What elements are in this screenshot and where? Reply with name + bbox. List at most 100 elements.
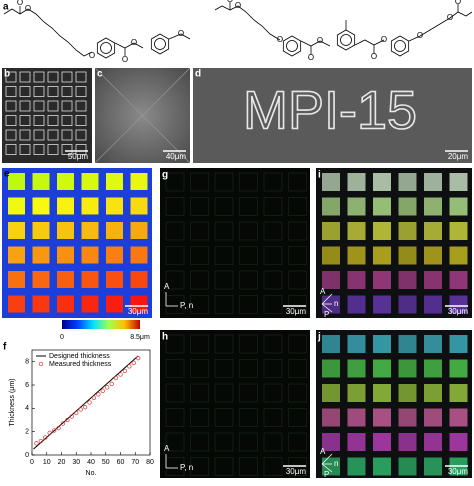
square xyxy=(5,86,17,97)
square xyxy=(5,71,17,83)
square xyxy=(322,408,340,427)
square xyxy=(165,221,185,241)
measured-point xyxy=(34,441,39,446)
square xyxy=(214,383,234,403)
panel-d-image xyxy=(193,68,472,163)
chemical-structures xyxy=(3,2,473,59)
square xyxy=(5,115,17,126)
x-tick-label: 30 xyxy=(72,459,80,466)
square xyxy=(8,197,25,215)
square xyxy=(47,115,59,126)
square xyxy=(373,433,391,451)
atom-label: O xyxy=(227,0,233,4)
square xyxy=(424,433,442,451)
square xyxy=(214,197,234,216)
polarizer-label: P xyxy=(324,470,329,479)
square xyxy=(263,383,283,403)
square xyxy=(347,222,366,240)
bond xyxy=(300,40,331,47)
ring-bond xyxy=(154,38,166,50)
legend-marker xyxy=(38,361,44,367)
square xyxy=(449,384,468,402)
square xyxy=(322,359,340,378)
square xyxy=(449,335,468,353)
square xyxy=(322,335,340,353)
square xyxy=(373,359,391,378)
atom-label: O xyxy=(277,35,283,44)
square xyxy=(190,197,209,216)
y-tick-label: 0 xyxy=(25,452,29,459)
square xyxy=(190,457,209,476)
square xyxy=(214,334,234,354)
square xyxy=(19,115,31,126)
pattern-squares xyxy=(5,71,468,476)
square xyxy=(47,144,59,155)
square xyxy=(8,222,25,239)
square xyxy=(373,335,391,353)
scale-bar-label: 30μm xyxy=(448,467,469,476)
measured-point xyxy=(127,364,132,369)
square xyxy=(214,270,234,290)
benzene-ring xyxy=(282,35,302,57)
square xyxy=(373,457,391,476)
square xyxy=(373,295,391,314)
square xyxy=(32,222,50,239)
scale-bar-label: 30μm xyxy=(448,307,469,316)
square xyxy=(239,197,258,216)
x-tick-label: 10 xyxy=(43,459,51,466)
square xyxy=(347,359,366,378)
square xyxy=(322,384,340,402)
y-tick-label: 6 xyxy=(25,382,29,389)
square xyxy=(33,144,45,155)
atom-label: O xyxy=(317,36,323,45)
square xyxy=(449,246,468,265)
square xyxy=(398,433,417,451)
square xyxy=(449,359,468,378)
square xyxy=(347,271,366,289)
square xyxy=(5,129,17,141)
square xyxy=(190,172,209,192)
square xyxy=(449,295,468,314)
square xyxy=(130,246,148,264)
y-axis-label: Thickness (μm) xyxy=(9,379,16,427)
square xyxy=(47,129,59,141)
square xyxy=(32,197,50,215)
square xyxy=(75,71,87,83)
atom-label: O xyxy=(371,52,377,61)
square xyxy=(288,334,307,354)
x-tick-label: 60 xyxy=(117,459,125,466)
x-tick-label: 70 xyxy=(131,459,139,466)
square xyxy=(263,359,283,378)
square xyxy=(398,408,417,427)
square xyxy=(106,246,123,264)
square xyxy=(33,86,45,97)
scale-bar-label: 30μm xyxy=(286,307,307,316)
measured-point xyxy=(51,428,57,433)
square xyxy=(424,246,442,265)
square xyxy=(81,246,99,264)
square xyxy=(214,295,234,314)
square xyxy=(449,222,468,240)
square xyxy=(239,359,258,378)
square xyxy=(347,295,366,314)
square xyxy=(81,222,99,239)
measured-point xyxy=(109,381,114,386)
square xyxy=(373,408,391,427)
director-label: n xyxy=(334,299,338,308)
square xyxy=(75,129,87,141)
square xyxy=(75,100,87,112)
square xyxy=(263,408,283,427)
square xyxy=(239,246,258,265)
square xyxy=(424,271,442,289)
square xyxy=(347,457,366,476)
square xyxy=(130,295,148,313)
square xyxy=(5,100,17,112)
atom-label: O xyxy=(17,0,23,7)
atom-label: O xyxy=(417,31,423,40)
square xyxy=(373,246,391,265)
square xyxy=(57,222,74,239)
square xyxy=(32,246,50,264)
square xyxy=(61,115,73,126)
colorbar-min: 0 xyxy=(60,334,64,341)
